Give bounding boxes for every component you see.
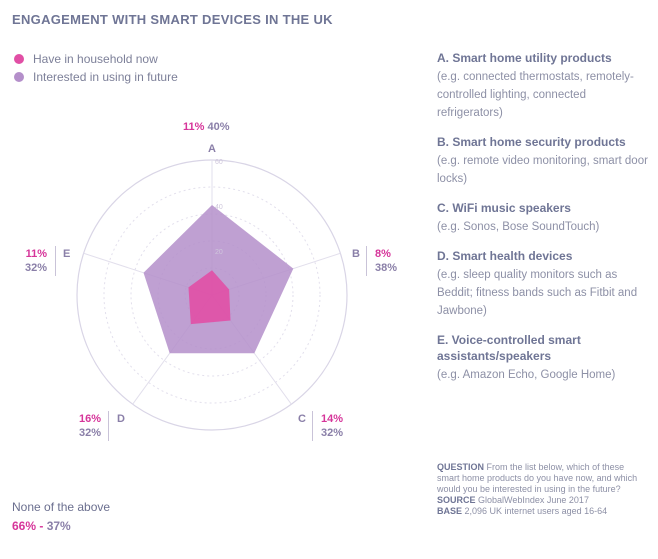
source-label: SOURCE <box>437 495 476 505</box>
legend-swatch-household <box>14 54 24 64</box>
source-text: GlobalWebIndex June 2017 <box>478 495 589 505</box>
legend-item-household: Have in household now <box>14 50 178 68</box>
base-label: BASE <box>437 506 463 516</box>
radar-chart: 60 40 20 <box>76 159 348 431</box>
chart-title: ENGAGEMENT WITH SMART DEVICES IN THE UK <box>12 12 333 27</box>
radar-tick-label-40: 40 <box>215 204 223 211</box>
none-household: 66% <box>12 519 37 533</box>
legend-label-household: Have in household now <box>33 52 158 66</box>
description-d: D. Smart health devices (e.g. sleep qual… <box>437 248 652 320</box>
legend-item-future: Interested in using in future <box>14 68 178 86</box>
radar-series-household <box>188 270 231 325</box>
axis-label-c: C <box>298 413 306 425</box>
vertex-e-household: 11% <box>25 248 47 260</box>
vertex-d-household: 16% <box>78 413 101 425</box>
none-of-the-above: None of the above 66% - 37% <box>12 500 110 533</box>
vertex-label-b: 8% 38% <box>375 247 397 275</box>
description-b-examples: (e.g. remote video monitoring, smart doo… <box>437 155 648 185</box>
vertex-b-future: 38% <box>375 262 398 274</box>
description-b-heading: B. Smart home security products <box>437 135 626 149</box>
axis-label-b: B <box>352 248 360 260</box>
vertex-d-future: 32% <box>78 427 101 439</box>
methodology-notes: QUESTION From the list below, which of t… <box>437 462 647 517</box>
description-e: E. Voice-controlled smart assistants/spe… <box>437 332 652 384</box>
vertex-b-household: 8% <box>375 248 391 260</box>
axis-label-e: E <box>63 248 71 260</box>
divider-c <box>312 411 313 441</box>
none-label: None of the above <box>12 500 111 514</box>
radar-tick-label-20: 20 <box>215 249 223 256</box>
legend: Have in household now Interested in usin… <box>14 50 178 86</box>
description-b: B. Smart home security products (e.g. re… <box>437 134 652 188</box>
description-a-heading: A. Smart home utility products <box>437 51 612 65</box>
description-d-heading: D. Smart health devices <box>437 249 573 263</box>
vertex-a-future: 40% <box>207 121 230 133</box>
vertex-e-future: 32% <box>24 262 47 274</box>
description-e-examples: (e.g. Amazon Echo, Google Home) <box>437 369 616 381</box>
legend-swatch-future <box>14 72 24 82</box>
radar-tick-label-60: 60 <box>215 159 223 166</box>
none-values: 66% - 37% <box>12 519 110 533</box>
description-c-examples: (e.g. Sonos, Bose SoundTouch) <box>437 221 600 233</box>
question-label: QUESTION <box>437 462 485 472</box>
description-c: C. WiFi music speakers (e.g. Sonos, Bose… <box>437 200 652 236</box>
vertex-label-e: 11% 32% <box>22 247 47 275</box>
vertex-c-household: 14% <box>321 413 344 425</box>
axis-label-d: D <box>117 413 125 425</box>
vertex-label-a: 11% 40% <box>183 120 230 134</box>
base-text: 2,096 UK internet users aged 16-64 <box>464 506 608 516</box>
none-separator: - <box>36 519 47 533</box>
category-descriptions: A. Smart home utility products (e.g. con… <box>437 50 652 396</box>
vertex-label-d: 16% 32% <box>76 412 101 440</box>
vertex-c-future: 32% <box>321 427 344 439</box>
question-text: From the list below, which of these smar… <box>437 462 638 494</box>
divider-e <box>55 246 56 276</box>
description-a-examples: (e.g. connected thermostats, remotely-co… <box>437 71 634 119</box>
axis-label-a: A <box>208 143 216 155</box>
divider-d <box>108 411 109 441</box>
legend-label-future: Interested in using in future <box>33 70 178 84</box>
radar-grid-ring-1 <box>103 186 321 404</box>
description-d-examples: (e.g. sleep quality monitors such as Bed… <box>437 269 638 317</box>
vertex-a-household: 11% <box>183 121 205 133</box>
divider-b <box>366 246 367 276</box>
description-e-heading: E. Voice-controlled smart assistants/spe… <box>437 333 581 363</box>
description-c-heading: C. WiFi music speakers <box>437 201 571 215</box>
vertex-label-c: 14% 32% <box>321 412 343 440</box>
none-future: 37% <box>46 519 71 533</box>
description-a: A. Smart home utility products (e.g. con… <box>437 50 652 122</box>
